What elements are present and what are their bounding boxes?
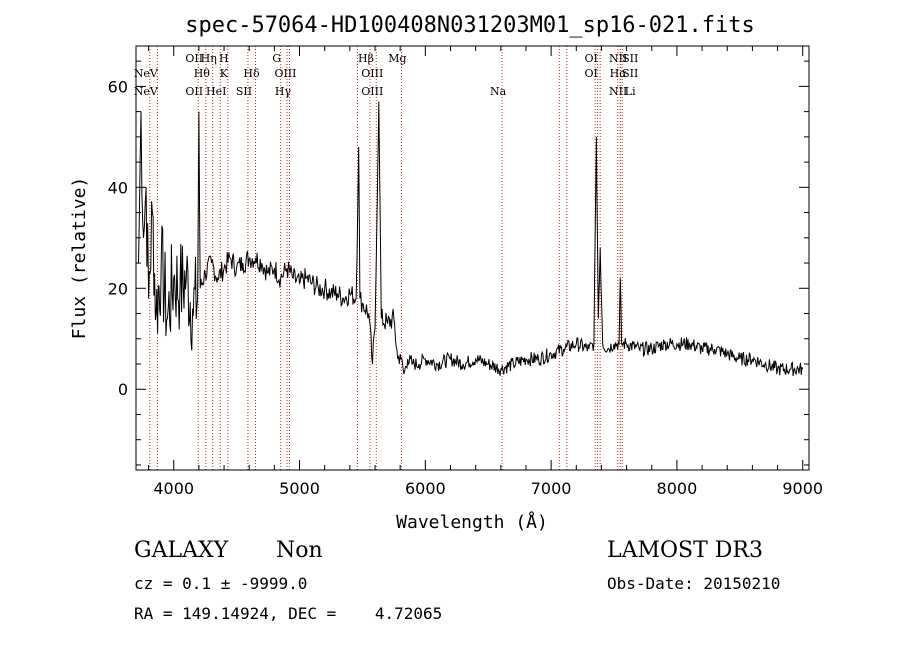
y-tick-label: 20 bbox=[108, 279, 128, 298]
x-tick-label: 4000 bbox=[153, 479, 194, 498]
emission-line-label: Li bbox=[625, 85, 636, 98]
emission-line-label: NeV bbox=[134, 67, 159, 80]
emission-line-label: SII bbox=[622, 52, 638, 65]
emission-line-label: NII bbox=[609, 52, 627, 65]
emission-line-label: Na bbox=[490, 85, 507, 98]
object-class: GALAXY bbox=[134, 538, 229, 563]
y-tick-label: 0 bbox=[118, 380, 128, 399]
axes: 4000 5000 6000 7000 8000 9000 0 20 40 60 bbox=[108, 46, 823, 498]
emission-line-label: NeV bbox=[134, 85, 159, 98]
spectrum-line bbox=[138, 101, 804, 377]
x-tick-label: 8000 bbox=[657, 479, 698, 498]
emission-line-markers bbox=[149, 46, 623, 470]
plot-frame bbox=[135, 45, 810, 471]
chart-title: spec-57064-HD100408N031203M01_sp16-021.f… bbox=[185, 13, 755, 38]
emission-line-label: HeI bbox=[206, 85, 226, 98]
emission-line-label: H bbox=[219, 52, 229, 65]
x-tick-label: 9000 bbox=[782, 479, 823, 498]
emission-line-label: OII bbox=[185, 85, 203, 98]
emission-line-label: NII bbox=[609, 85, 627, 98]
emission-line-label: OI bbox=[584, 52, 597, 65]
emission-line-label: OII bbox=[185, 52, 203, 65]
emission-line-label: Hη bbox=[201, 52, 217, 65]
spectrum-series bbox=[138, 101, 804, 377]
emission-line-label: OIII bbox=[361, 85, 383, 98]
redshift-readout: cz = 0.1 ± -9999.0 bbox=[134, 574, 308, 593]
x-tick-label: 7000 bbox=[531, 479, 572, 498]
emission-line-label: OI bbox=[584, 67, 597, 80]
emission-line-label: Hγ bbox=[275, 85, 292, 98]
emission-line-label: SII bbox=[236, 85, 252, 98]
x-tick-label: 6000 bbox=[405, 479, 446, 498]
emission-line-label: K bbox=[220, 67, 229, 80]
y-tick-label: 60 bbox=[108, 77, 128, 96]
emission-line-label: Hβ bbox=[358, 52, 374, 65]
emission-line-label: G bbox=[272, 52, 281, 65]
emission-line-label: OIII bbox=[361, 67, 383, 80]
object-subclass: Non bbox=[276, 538, 323, 563]
emission-line-label: Hδ bbox=[243, 67, 260, 80]
x-tick-label: 5000 bbox=[279, 479, 320, 498]
emission-line-labels: NeVNeVOIIHηHθOIIHKHeIHδSIIGOIIIHγHβOIIIO… bbox=[134, 52, 639, 98]
y-tick-label: 40 bbox=[108, 178, 128, 197]
emission-line-label: OIII bbox=[274, 67, 296, 80]
coordinates-readout: RA = 149.14924, DEC = 4.72065 bbox=[134, 604, 443, 623]
survey-name: LAMOST DR3 bbox=[607, 538, 763, 563]
emission-line-label: Mg bbox=[388, 52, 406, 65]
obs-date-readout: Obs-Date: 20150210 bbox=[607, 574, 781, 593]
x-axis-label: Wavelength (Å) bbox=[396, 511, 548, 533]
emission-line-label: Hα bbox=[610, 67, 628, 80]
y-axis-label: Flux (relative) bbox=[69, 177, 90, 340]
emission-line-label: Hθ bbox=[194, 67, 211, 80]
emission-line-label: SII bbox=[622, 67, 638, 80]
